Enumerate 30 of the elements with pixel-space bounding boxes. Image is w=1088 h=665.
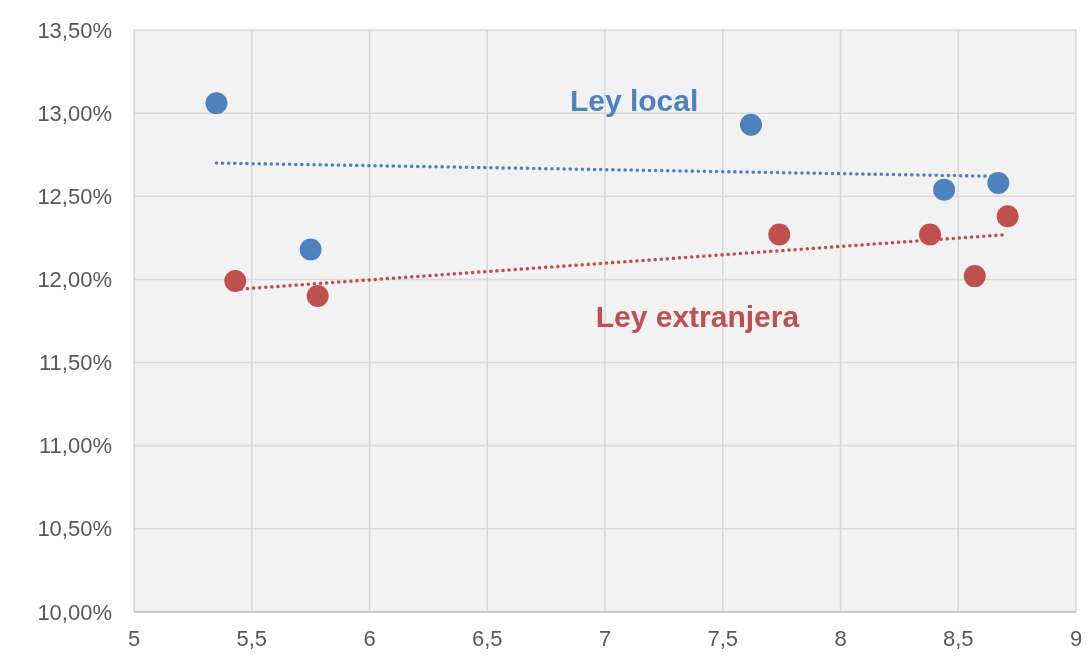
point	[933, 178, 956, 201]
point	[306, 285, 329, 308]
x-tick-label: 5,5	[236, 626, 268, 651]
point	[918, 223, 941, 246]
y-tick-label: 11,50%	[39, 350, 112, 376]
y-tick-label: 12,50%	[37, 183, 112, 209]
point	[299, 238, 322, 261]
series-label: Ley extranjera	[595, 299, 800, 333]
x-tick-label: 6,5	[471, 626, 503, 651]
y-tick-label: 13,50%	[37, 17, 112, 43]
x-tick-label: 7	[598, 626, 612, 651]
y-tick-label: 12,00%	[37, 266, 112, 292]
point	[963, 265, 986, 288]
series-label: Ley local	[569, 83, 699, 117]
y-tick-label: 13,00%	[37, 100, 112, 126]
point	[768, 223, 791, 246]
y-tick-label: 10,00%	[37, 599, 112, 625]
point	[996, 205, 1019, 228]
x-tick-label: 8,5	[942, 626, 974, 651]
y-tick-label: 11,00%	[39, 433, 112, 459]
y-tick-label: 10,50%	[37, 516, 112, 542]
x-tick-label: 7,5	[707, 626, 739, 651]
point	[740, 113, 763, 136]
point	[224, 270, 247, 293]
x-tick-label: 8	[834, 626, 847, 651]
point	[987, 171, 1010, 194]
x-tick-label: 9	[1069, 626, 1083, 651]
x-tick-label: 5	[127, 626, 141, 651]
point	[205, 92, 228, 115]
x-tick-label: 6	[363, 626, 376, 651]
